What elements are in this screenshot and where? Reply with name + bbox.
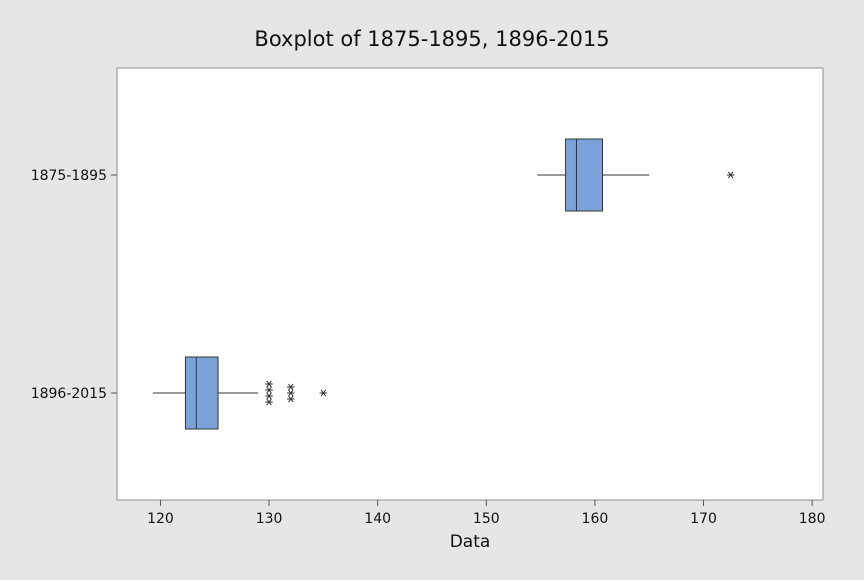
outlier-point — [265, 386, 273, 394]
outlier-point — [319, 389, 328, 397]
outlier-point — [726, 171, 735, 179]
y-tick-label: 1896-2015 — [31, 386, 107, 402]
iqr-box — [565, 138, 604, 212]
outlier-stroke — [266, 380, 272, 388]
outlier-point — [265, 380, 273, 388]
chart-title: Boxplot of 1875-1895, 1896-2015 — [254, 27, 609, 51]
outlier-point — [286, 383, 295, 391]
iqr-box — [184, 356, 219, 430]
outlier-point — [286, 395, 295, 403]
y-axis: 1875-1895 1896-2015 — [31, 168, 117, 402]
outlier-point — [265, 392, 273, 400]
x-tick-label: 130 — [256, 511, 283, 527]
outlier-point — [265, 398, 273, 406]
boxes — [152, 138, 735, 430]
x-tick-label: 180 — [799, 511, 826, 527]
outlier-point — [286, 389, 295, 397]
outlier-stroke — [288, 389, 294, 397]
outlier-stroke — [288, 395, 294, 403]
x-axis-label: Data — [450, 532, 491, 552]
outlier-stroke — [266, 386, 272, 394]
x-axis: 120 130 140 150 160 170 180 — [147, 500, 826, 527]
x-tick-label: 140 — [364, 511, 391, 527]
y-tick-label: 1875-1895 — [31, 168, 107, 184]
outlier-stroke — [320, 389, 327, 397]
outlier-stroke — [266, 392, 272, 400]
box-group — [537, 138, 735, 212]
x-tick-label: 160 — [582, 511, 609, 527]
outlier-stroke — [727, 171, 734, 179]
outlier-stroke — [266, 398, 272, 406]
plot-area — [116, 67, 824, 501]
outlier-stroke — [288, 383, 294, 391]
x-tick-label: 170 — [690, 511, 717, 527]
x-tick-label: 150 — [473, 511, 500, 527]
box-group — [152, 356, 328, 430]
x-tick-label: 120 — [147, 511, 174, 527]
